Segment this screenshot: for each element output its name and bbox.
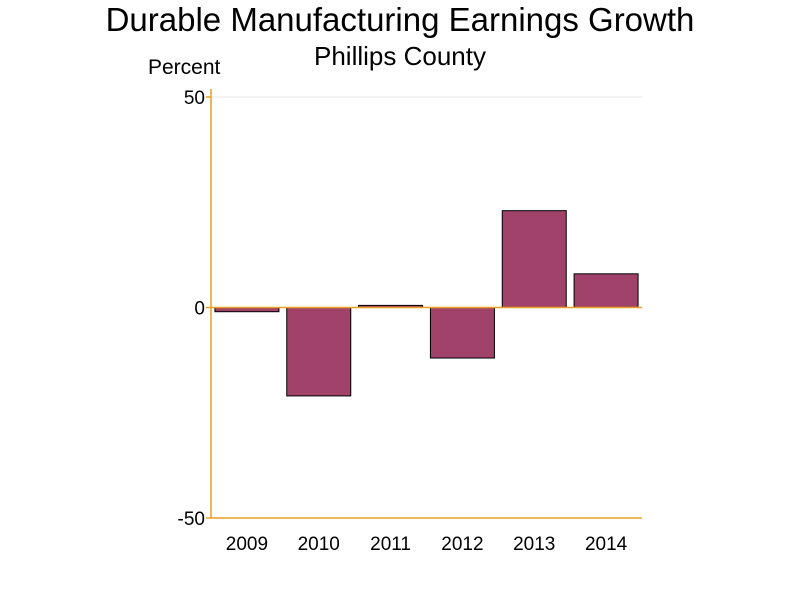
x-tick-label: 2011 <box>370 534 411 555</box>
y-tick-label: 50 <box>184 88 205 109</box>
x-tick-label: 2014 <box>585 534 628 555</box>
chart-subtitle: Phillips County <box>314 41 486 71</box>
axis-layer <box>206 89 642 519</box>
y-tick-label: -50 <box>178 509 205 530</box>
y-axis-label: Percent <box>148 56 221 79</box>
bar-2010 <box>286 307 352 397</box>
bar-2012 <box>429 307 495 359</box>
y-tick-label: 0 <box>194 299 205 320</box>
x-tick-label: 2012 <box>441 534 483 555</box>
chart-title: Durable Manufacturing Earnings Growth <box>105 1 695 38</box>
x-tick-label: 2010 <box>298 534 340 555</box>
labels-layer: 2009 2010 2011 2012 2013 2014 -50 0 50 <box>178 88 628 555</box>
x-tick-label: 2013 <box>513 534 555 555</box>
bar-2013 <box>501 210 567 308</box>
bar-2014 <box>573 273 639 309</box>
x-tick-label: 2009 <box>226 534 268 555</box>
bars-layer <box>214 210 639 397</box>
